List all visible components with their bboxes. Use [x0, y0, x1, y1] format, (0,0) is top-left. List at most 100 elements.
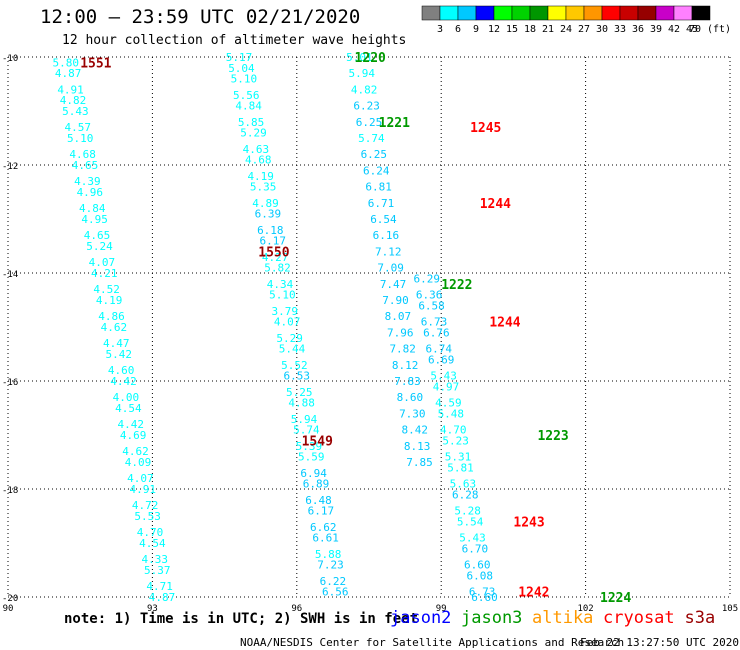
y-tick-label: -14: [2, 270, 18, 280]
pass-time-label: 1245: [470, 121, 501, 136]
swh-point-s3a: 4.07: [89, 256, 116, 269]
pass-time-label: 1244: [489, 316, 520, 331]
swh-point-cryosat: 8.13: [404, 440, 431, 453]
swh-point-jason3: 5.04: [228, 62, 255, 75]
swh-point-jason2: 6.28: [452, 488, 479, 501]
swh-point-jason3: 5.94: [291, 413, 318, 426]
swh-point-s3a: 4.60: [108, 364, 135, 377]
swh-point-jason3: 6.89: [303, 478, 330, 491]
swh-point-cryosat: 7.90: [382, 294, 409, 307]
y-tick-label: -16: [2, 378, 18, 388]
swh-point-s3a: 4.71: [146, 580, 173, 593]
swh-point-jason3: 6.39: [255, 208, 282, 221]
swh-point-s3a: 4.62: [122, 445, 149, 458]
swh-point-jason2: 6.73: [421, 316, 448, 329]
swh-point-s3a: 4.39: [74, 175, 101, 188]
colorbar-label: 45: [686, 24, 698, 35]
swh-point-cryosat: 6.25: [361, 148, 388, 161]
colorbar-label: 15: [506, 24, 518, 35]
swh-point-s3a: 4.09: [125, 456, 152, 469]
swh-point-cryosat: 6.16: [373, 229, 400, 242]
swh-point-jason3: 5.52: [281, 359, 308, 372]
swh-point-jason3: 4.34: [267, 278, 294, 291]
swh-point-jason3: 6.22: [320, 575, 347, 588]
swh-point-jason3: 6.61: [312, 532, 339, 545]
swh-point-s3a: 4.54: [115, 402, 142, 415]
swh-point-jason2: 6.08: [466, 569, 493, 582]
swh-point-jason3: 6.62: [310, 521, 337, 534]
y-tick-label: -18: [2, 486, 18, 496]
swh-point-s3a: 4.47: [103, 337, 130, 350]
swh-point-s3a: 4.95: [81, 213, 108, 226]
x-tick-label: 96: [291, 604, 302, 614]
swh-point-jason3: 7.23: [317, 559, 344, 572]
swh-point-cryosat: 7.83: [394, 375, 421, 388]
swh-point-jason3: 5.35: [250, 181, 277, 194]
swh-point-cryosat: 7.96: [387, 326, 414, 339]
swh-point-jason2: 5.23: [442, 434, 469, 447]
swh-point-s3a: 4.54: [139, 537, 166, 550]
pass-time-label: 1220: [355, 51, 386, 66]
swh-point-jason3: 4.84: [235, 100, 262, 113]
colorbar-label: 30: [596, 24, 608, 35]
swh-point-s3a: 5.80: [53, 56, 80, 69]
swh-point-cryosat: 8.42: [401, 424, 428, 437]
swh-point-jason2: 6.69: [428, 353, 455, 366]
swh-point-jason2: 5.31: [445, 451, 472, 464]
swh-point-s3a: 4.91: [130, 483, 157, 496]
swh-point-s3a: 4.87: [149, 591, 176, 604]
swh-point-jason3: 5.82: [264, 262, 291, 275]
legend-jason2: jason2: [390, 608, 452, 628]
colorbar-label: 33: [614, 24, 626, 35]
swh-point-cryosat: 5.94: [349, 67, 376, 80]
swh-point-jason2: 5.63: [450, 478, 477, 491]
swh-point-jason2: 6.60: [471, 591, 498, 604]
colorbar-label: 9: [473, 24, 479, 35]
swh-point-s3a: 4.82: [60, 94, 87, 107]
swh-point-jason3: 6.17: [259, 235, 286, 248]
swh-point-cryosat: 6.81: [365, 181, 392, 194]
swh-point-cryosat: 7.30: [399, 407, 426, 420]
pass-time-label: 1222: [441, 278, 472, 293]
swh-point-cryosat: 7.12: [375, 245, 402, 258]
swh-point-cryosat: 5.74: [358, 132, 385, 145]
swh-point-jason3: 6.48: [305, 494, 332, 507]
swh-point-jason3: 6.53: [284, 370, 311, 383]
swh-point-s3a: 4.33: [142, 553, 169, 566]
swh-point-jason3: 5.56: [233, 89, 260, 102]
colorbar-label: 27: [578, 24, 590, 35]
swh-point-jason3: 5.10: [231, 73, 258, 86]
pass-time-label: 1221: [379, 116, 410, 131]
x-tick-label: 99: [436, 604, 447, 614]
pass-time-label: 1549: [302, 434, 333, 449]
legend-cryosat: cryosat: [603, 608, 675, 628]
swh-point-cryosat: 7.47: [380, 278, 407, 291]
swh-point-s3a: 4.69: [120, 429, 147, 442]
pass-time-label: 1244: [480, 197, 511, 212]
swh-point-jason2: 6.36: [416, 289, 443, 302]
colorbar-label: 6: [455, 24, 461, 35]
pass-time-label: 1242: [518, 586, 549, 601]
swh-point-s3a: 4.68: [69, 148, 96, 161]
swh-point-jason3: 4.68: [245, 154, 272, 167]
swh-point-jason3: 4.19: [247, 170, 274, 183]
swh-point-jason3: 5.59: [298, 451, 325, 464]
swh-point-jason3: 3.79: [272, 305, 299, 318]
swh-point-cryosat: 6.23: [353, 100, 380, 113]
swh-point-cryosat: 8.07: [385, 310, 412, 323]
swh-point-jason2: 4.59: [435, 397, 462, 410]
swh-point-jason3: 4.63: [243, 143, 270, 156]
x-tick-label: 90: [3, 604, 14, 614]
swh-point-jason3: 5.29: [240, 127, 267, 140]
colorbar-label: 42: [668, 24, 680, 35]
swh-point-s3a: 4.42: [117, 418, 144, 431]
legend-s3a: s3a: [684, 608, 716, 628]
swh-point-jason2: 6.29: [414, 272, 441, 285]
colorbar-label: 12: [488, 24, 500, 35]
swh-point-jason2: 6.76: [423, 326, 450, 339]
swh-point-jason3: 5.29: [276, 332, 303, 345]
y-tick-label: -20: [2, 594, 18, 604]
x-tick-label: 93: [147, 604, 158, 614]
swh-point-jason3: 4.88: [288, 397, 315, 410]
swh-point-s3a: 4.19: [96, 294, 123, 307]
